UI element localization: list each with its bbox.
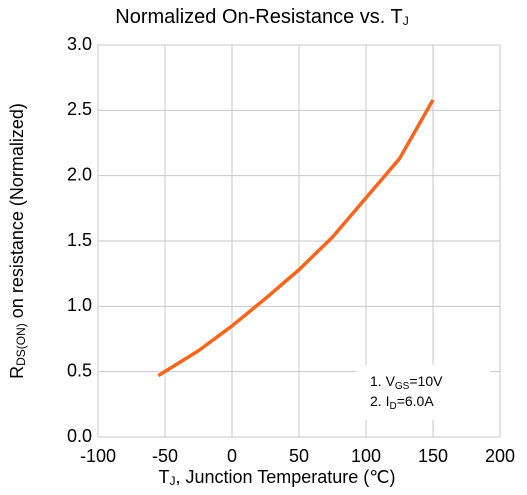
y-tick-label: 0.0 (67, 426, 92, 446)
annotation-part: 1. V (370, 373, 396, 389)
y-tick-label: 0.5 (67, 360, 92, 380)
data-line (157, 99, 435, 378)
y-axis-label-part: on resistance (Normalized) (7, 103, 27, 323)
x-axis-label-part: T (159, 467, 170, 487)
y-tick-label: 3.0 (67, 34, 92, 54)
x-axis-label-part: J (170, 474, 176, 488)
x-axis-label-part: , Junction Temperature (℃) (176, 467, 396, 487)
chart-title-part: J (403, 14, 409, 28)
x-tick-label: -100 (80, 446, 116, 466)
y-axis-label-part: DS(ON) (14, 323, 28, 366)
x-axis-label: TJ, Junction Temperature (℃) (159, 467, 396, 488)
y-axis-label: RDS(ON) on resistance (Normalized) (7, 103, 28, 379)
annotation: 1. VGS=10V (370, 373, 443, 392)
annotation-part: D (389, 401, 396, 412)
annotation-part: =10V (409, 373, 443, 389)
y-tick-label: 2.0 (67, 164, 92, 184)
annotation-part: =6.0A (397, 393, 435, 409)
chart-title: Normalized On-Resistance vs. TJ (115, 6, 409, 28)
y-axis-label-part: R (7, 366, 27, 379)
y-tick-label: 1.5 (67, 230, 92, 250)
annotation-part: 2. I (370, 393, 389, 409)
x-tick-label: 50 (289, 446, 309, 466)
x-tick-label: 0 (227, 446, 237, 466)
x-tick-label: 100 (351, 446, 381, 466)
y-tick-label: 1.0 (67, 295, 92, 315)
annotation: 2. ID=6.0A (370, 393, 434, 412)
annotation-box (356, 365, 490, 420)
chart-title-part: Normalized On-Resistance vs. T (115, 6, 403, 28)
y-tick-label: 2.5 (67, 99, 92, 119)
x-tick-label: -50 (152, 446, 178, 466)
x-tick-label: 200 (485, 446, 515, 466)
x-tick-label: 150 (418, 446, 448, 466)
annotation-part: GS (395, 381, 410, 392)
